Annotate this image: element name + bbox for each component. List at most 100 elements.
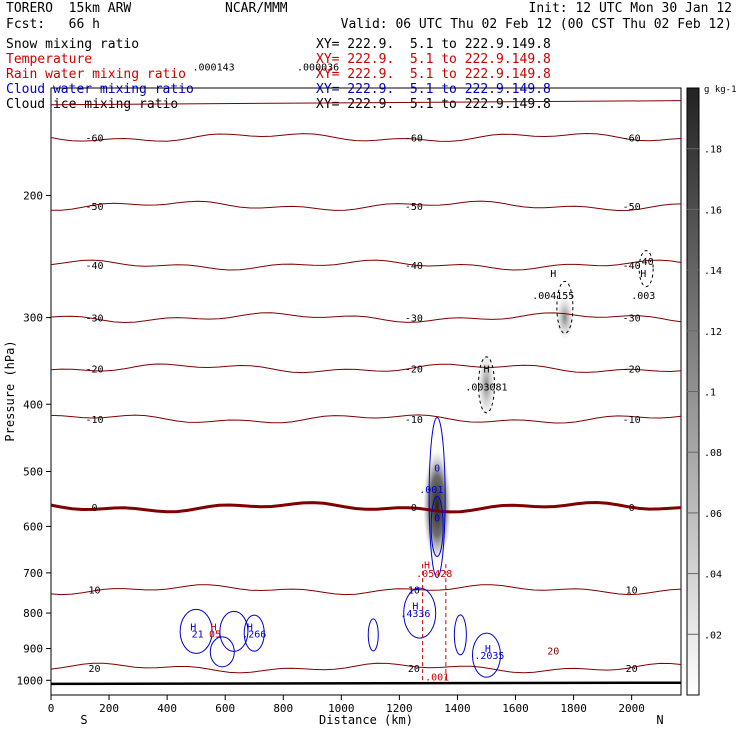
cloud-water-contour (243, 614, 265, 652)
colorbar-tick-label: .18 (704, 145, 722, 156)
contour-annotation: H (211, 622, 217, 633)
x-tick-label: 1000 (328, 702, 355, 715)
legend-xy-range: XY= 222.9. 5.1 to 222.9.149.8 (316, 52, 551, 67)
isotherm-label: -40 (405, 261, 423, 272)
init-time: Init: 12 UTC Mon 30 Jan 12 (528, 1, 733, 16)
contour-annotation: .4336 (400, 609, 430, 620)
x-tick-label: 0 (48, 702, 55, 715)
x-tick-label: 1200 (386, 702, 413, 715)
ice-mix-contour (638, 250, 654, 288)
colorbar-tick-label: .04 (704, 570, 722, 581)
isotherm-label: -50 (86, 202, 104, 213)
cloud-water-contour (430, 495, 444, 557)
isotherm-label: 0 (629, 503, 635, 514)
x-tick-label: 200 (99, 702, 119, 715)
contour-annotation: .000143 (193, 62, 235, 73)
y-tick-label: 900 (23, 643, 43, 656)
colorbar-tick-label: .02 (704, 630, 722, 641)
isotherm-0 (50, 500, 682, 514)
contour-annotation: H (424, 561, 430, 572)
legend-xy-range: XY= 222.9. 5.1 to 222.9.149.8 (316, 97, 551, 112)
legend-field-name: Rain water mixing ratio (6, 67, 187, 82)
contour-annotation: 05 (209, 630, 221, 641)
isotherm-label: 10 (89, 586, 101, 597)
x-tick-label: 800 (273, 702, 293, 715)
cloud-water-contour (428, 416, 446, 578)
ice-mix-contour (477, 356, 495, 414)
y-tick-label: 1000 (17, 674, 44, 687)
contour-annotation: H (640, 269, 646, 280)
top-isotherm (50, 100, 682, 106)
contour-annotation: H (483, 365, 489, 376)
isotherm-label: 10 (626, 586, 638, 597)
colorbar-unit: g kg-1 (704, 85, 737, 95)
contour-annotation: .05428 (416, 569, 452, 580)
x-tick-label: 1800 (560, 702, 587, 715)
colorbar-tick-label: .1 (704, 388, 716, 399)
legend-xy-range: XY= 222.9. 5.1 to 222.9.149.8 (316, 67, 551, 82)
isotherm-label: -10 (405, 415, 423, 426)
isotherm--60 (50, 132, 682, 142)
colorbar-tick-label: .08 (704, 448, 722, 459)
isotherm-label: -30 (623, 314, 641, 325)
cloud-water-contour (471, 632, 501, 678)
legend-field-name: Cloud water mixing ratio (6, 82, 194, 97)
isotherm--10 (50, 414, 682, 424)
y-axis-title: Pressure (hPa) (3, 340, 17, 441)
cloud-water-contour (209, 636, 235, 668)
contour-annotation: .266 (242, 630, 266, 641)
cloud-water-contour (367, 618, 379, 652)
isotherm-label: -10 (623, 415, 641, 426)
isotherm--20 (50, 363, 682, 374)
isotherm-label: 20 (408, 664, 420, 675)
y-tick-label: 200 (23, 189, 43, 202)
isotherm-label: -60 (405, 133, 423, 144)
contour-annotation: .001 (419, 485, 443, 496)
isotherm-label: 0 (411, 503, 417, 514)
plot-frame (50, 87, 682, 696)
y-tick-label: 700 (23, 567, 43, 580)
x-tick-label: 1600 (502, 702, 529, 715)
isotherm-label: -30 (86, 314, 104, 325)
legend-field-name: Temperature (6, 52, 93, 67)
contour-annotation: H (412, 601, 418, 612)
colorbar-tick-label: .16 (704, 205, 722, 216)
legend-field-name: Snow mixing ratio (6, 37, 140, 52)
contour-annotation: 0 (434, 513, 440, 524)
ice-shading (555, 295, 574, 340)
colorbar-tick-label: .12 (704, 327, 722, 338)
isotherm-label: -50 (623, 202, 641, 213)
contour-annotation: .2035 (474, 651, 504, 662)
isotherm-label: -50 (405, 202, 423, 213)
colorbar-tick-label: .06 (704, 509, 722, 520)
isotherm-label: -40 (623, 261, 641, 272)
ice-mix-contour (556, 280, 574, 334)
x-tick-label: 400 (157, 702, 177, 715)
isotherm-label: 0 (92, 503, 98, 514)
x-tick-label: 1400 (444, 702, 471, 715)
isotherm-label: 10 (408, 586, 420, 597)
contour-annotation: .003081 (465, 382, 507, 393)
isotherm-label: -40 (86, 261, 104, 272)
south-label: S (80, 713, 87, 727)
isotherm-20 (50, 662, 682, 674)
legend-xy-range: XY= 222.9. 5.1 to 222.9.149.8 (316, 82, 551, 97)
y-tick-label: 800 (23, 607, 43, 620)
y-tick-label: 600 (23, 520, 43, 533)
ice-shading (477, 352, 496, 417)
cloud-water-contour (403, 587, 437, 639)
isotherm-label: -20 (405, 364, 423, 375)
contour-annotation: .004155 (532, 291, 574, 302)
isotherm--30 (50, 312, 682, 324)
contour-annotation: H (550, 269, 556, 280)
contour-annotation: 21 (192, 630, 204, 641)
contour-annotation: .003 (631, 291, 655, 302)
isotherm-label: -20 (623, 364, 641, 375)
x-tick-label: 2000 (618, 702, 645, 715)
isotherm--50 (51, 200, 682, 212)
isotherm-10 (50, 584, 682, 596)
cloud-water-contour (179, 608, 213, 654)
cloud-water-contour (453, 614, 467, 656)
isotherm-label: 20 (626, 664, 638, 675)
